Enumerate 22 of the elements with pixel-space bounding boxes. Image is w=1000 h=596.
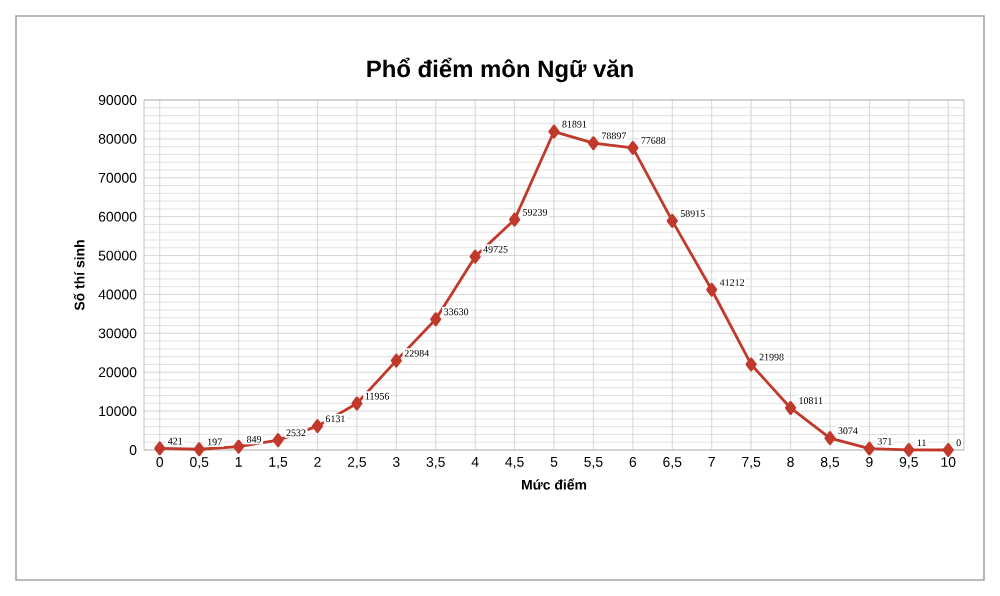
point bbox=[390, 353, 402, 368]
point bbox=[233, 439, 245, 454]
point bbox=[509, 212, 521, 227]
point bbox=[311, 419, 324, 434]
point bbox=[824, 431, 836, 446]
point bbox=[469, 249, 481, 264]
point bbox=[154, 441, 166, 456]
point bbox=[784, 400, 797, 415]
point bbox=[666, 213, 678, 228]
point bbox=[706, 282, 718, 297]
point bbox=[430, 312, 442, 327]
point bbox=[351, 396, 363, 411]
point bbox=[587, 136, 600, 151]
chart-title: Phổ điểm môn Ngữ văn bbox=[367, 57, 633, 83]
point bbox=[548, 124, 560, 139]
point bbox=[942, 443, 954, 457]
point bbox=[627, 140, 639, 155]
point bbox=[745, 357, 757, 372]
point bbox=[193, 442, 205, 457]
point bbox=[863, 441, 875, 456]
point bbox=[272, 433, 284, 448]
point bbox=[903, 442, 915, 457]
